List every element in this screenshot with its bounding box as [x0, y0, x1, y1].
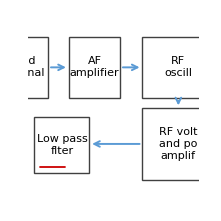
Bar — [142, 37, 214, 98]
Bar — [34, 117, 89, 173]
Text: AF: AF — [88, 56, 101, 66]
Text: amplifier: amplifier — [70, 68, 119, 78]
Text: and po: and po — [159, 139, 198, 149]
Bar — [69, 37, 120, 98]
Bar — [0, 37, 48, 98]
Text: oscill: oscill — [164, 68, 192, 78]
Text: fIter: fIter — [50, 146, 73, 156]
Text: amplif: amplif — [161, 151, 196, 161]
Text: e signal: e signal — [1, 68, 44, 78]
Text: RF: RF — [171, 56, 185, 66]
Text: Low pass: Low pass — [36, 134, 87, 144]
Bar — [142, 108, 214, 180]
Text: rded: rded — [10, 56, 35, 66]
Text: RF volt: RF volt — [159, 127, 198, 137]
